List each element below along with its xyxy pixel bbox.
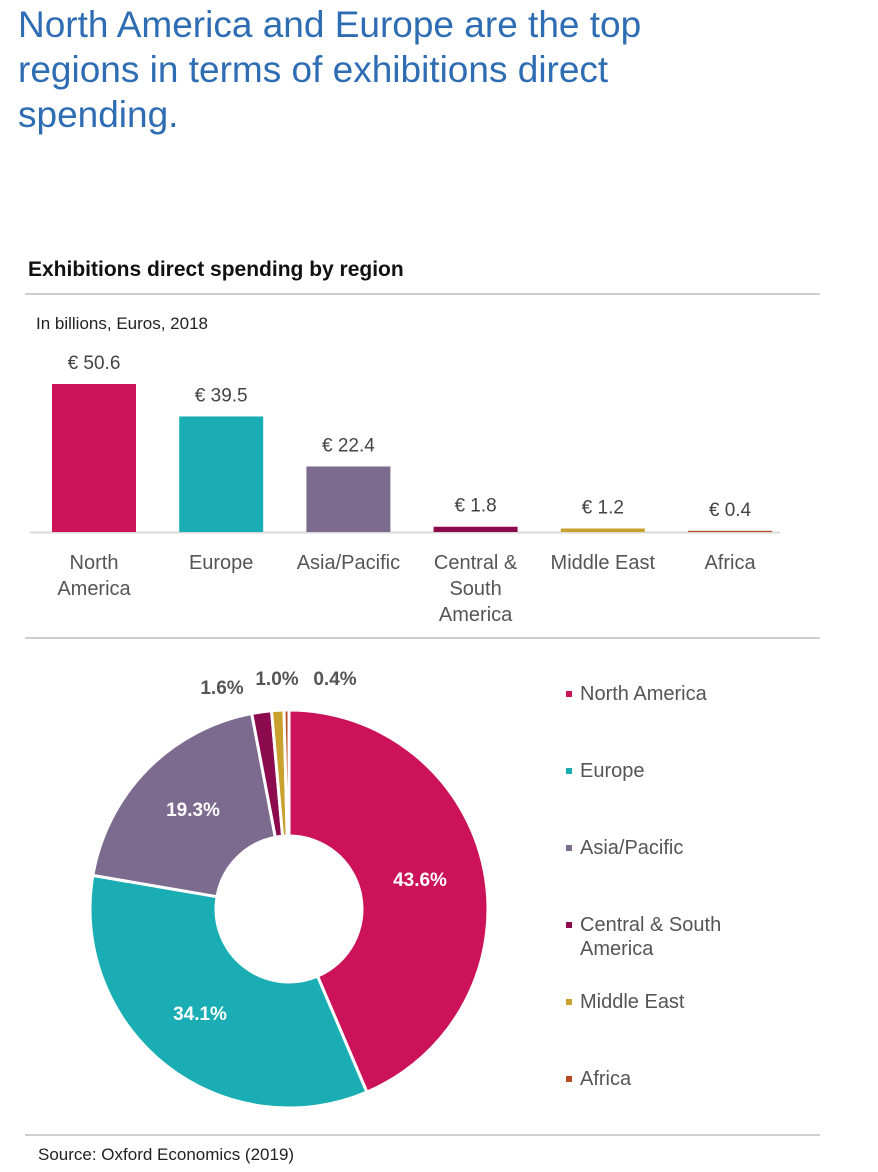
- units-label: In billions, Euros, 2018: [36, 314, 208, 333]
- legend-label: Central & South America: [580, 914, 722, 960]
- legend-swatch: [566, 922, 572, 928]
- slice-label: 0.4%: [313, 669, 356, 690]
- category-label: North: [70, 552, 119, 574]
- bar-value-label: € 0.4: [709, 500, 752, 521]
- bar-3: [433, 526, 518, 532]
- legend-swatch: [566, 691, 572, 697]
- legend-swatch: [566, 999, 572, 1005]
- slice-label: 1.6%: [200, 678, 243, 699]
- slice-label: 43.6%: [393, 870, 447, 891]
- legend-label: Middle East: [580, 991, 685, 1013]
- bar-value-label: € 1.2: [582, 497, 624, 518]
- donut-slice-2: [91, 711, 278, 899]
- source-note: Source: Oxford Economics (2019): [38, 1145, 295, 1164]
- category-label: Middle East: [551, 552, 656, 574]
- legend-swatch: [566, 1076, 572, 1082]
- bar-value-label: € 1.8: [454, 496, 496, 517]
- chart-title: Exhibitions direct spending by region: [28, 258, 404, 281]
- slice-label: 34.1%: [173, 1004, 227, 1025]
- legend-label: Asia/Pacific: [580, 837, 684, 859]
- headline: North America and Europe are the top reg…: [18, 4, 642, 135]
- donut-slice-1: [88, 873, 369, 1110]
- category-label: America: [439, 604, 513, 626]
- legend-label: Africa: [580, 1068, 632, 1090]
- legend-label: North America: [580, 683, 707, 705]
- bar-0: [52, 384, 136, 532]
- bar-value-label: € 22.4: [322, 435, 375, 456]
- slice-label: 1.0%: [255, 669, 298, 690]
- bar-2: [306, 466, 391, 532]
- bar-1: [179, 416, 264, 532]
- legend-label: Europe: [580, 760, 645, 782]
- section-divider: [25, 637, 820, 639]
- title-divider: [25, 293, 820, 295]
- bar-value-label: € 50.6: [68, 353, 121, 374]
- bar-4: [560, 528, 645, 532]
- category-label: Africa: [704, 552, 756, 574]
- category-label: Asia/Pacific: [297, 552, 400, 574]
- footer-divider: [25, 1134, 820, 1136]
- legend-swatch: [566, 845, 572, 851]
- bar-5: [688, 530, 772, 532]
- legend-swatch: [566, 768, 572, 774]
- category-label: Europe: [189, 552, 254, 574]
- category-label: South: [449, 578, 501, 600]
- category-label: Central &: [434, 552, 518, 574]
- donut-slice-0: [287, 708, 490, 1095]
- bar-value-label: € 39.5: [195, 385, 248, 406]
- donut-slice-5: [282, 708, 291, 838]
- slice-label: 19.3%: [166, 800, 220, 821]
- category-label: America: [57, 578, 131, 600]
